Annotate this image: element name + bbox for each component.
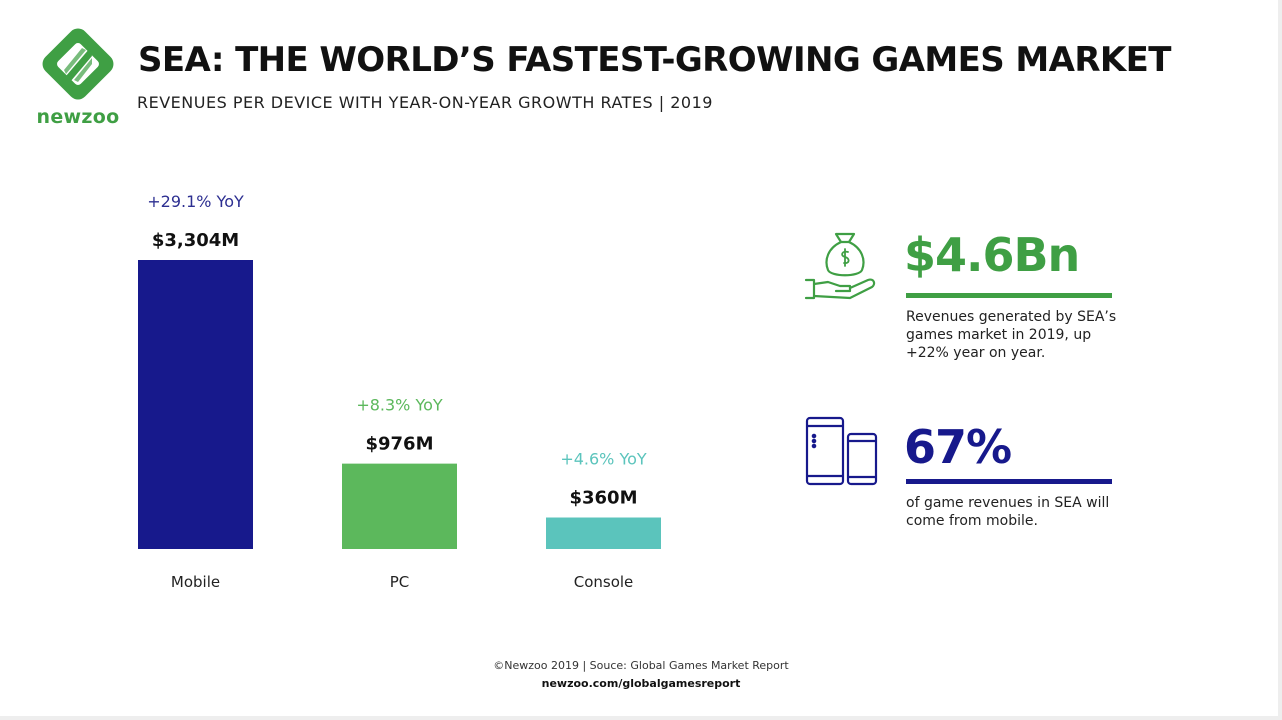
page-edge-bottom xyxy=(0,716,1282,720)
mobile-devices-icon xyxy=(805,416,878,486)
bar-pc xyxy=(342,463,457,549)
value-label-pc: $976M xyxy=(365,434,433,455)
total-revenue-rule xyxy=(906,293,1112,298)
category-label-console: Console xyxy=(574,573,634,591)
footer-source: ©Newzoo 2019 | Souce: Global Games Marke… xyxy=(493,659,789,672)
bar-mobile xyxy=(138,260,253,549)
mobile-share-value: 67% xyxy=(904,420,1012,474)
revenue-bar-chart: $3,304M +29.1% YoY Mobile $976M +8.3% YoY PC $… xyxy=(138,192,661,591)
newzoo-logo-icon xyxy=(42,28,114,100)
growth-label-pc: +8.3% YoY xyxy=(356,396,443,415)
category-label-mobile: Mobile xyxy=(171,573,220,591)
money-bag-hand-icon xyxy=(804,232,876,300)
footer-link[interactable]: newzoo.com/globalgamesreport xyxy=(541,677,741,690)
logo-text: newzoo xyxy=(36,106,120,128)
growth-label-console: +4.6% YoY xyxy=(560,450,647,469)
page-edge-right xyxy=(1278,0,1282,720)
growth-label-mobile: +29.1% YoY xyxy=(147,192,244,211)
total-revenue-description: Revenues generated by SEA’s games market… xyxy=(906,309,1117,361)
newzoo-logo: newzoo xyxy=(36,26,120,130)
bar-console xyxy=(546,517,661,549)
category-label-pc: PC xyxy=(390,573,410,591)
page-subtitle: REVENUES PER DEVICE WITH YEAR-ON-YEAR GR… xyxy=(137,93,713,112)
total-revenue-value: $4.6Bn xyxy=(904,228,1080,282)
page-title: SEA: THE WORLD’S FASTEST-GROWING GAMES M… xyxy=(138,40,1172,80)
value-label-mobile: $3,304M xyxy=(152,230,239,251)
mobile-share-description: of game revenues in SEA will come from m… xyxy=(906,495,1110,529)
mobile-share-rule xyxy=(906,479,1112,484)
value-label-console: $360M xyxy=(569,488,637,509)
